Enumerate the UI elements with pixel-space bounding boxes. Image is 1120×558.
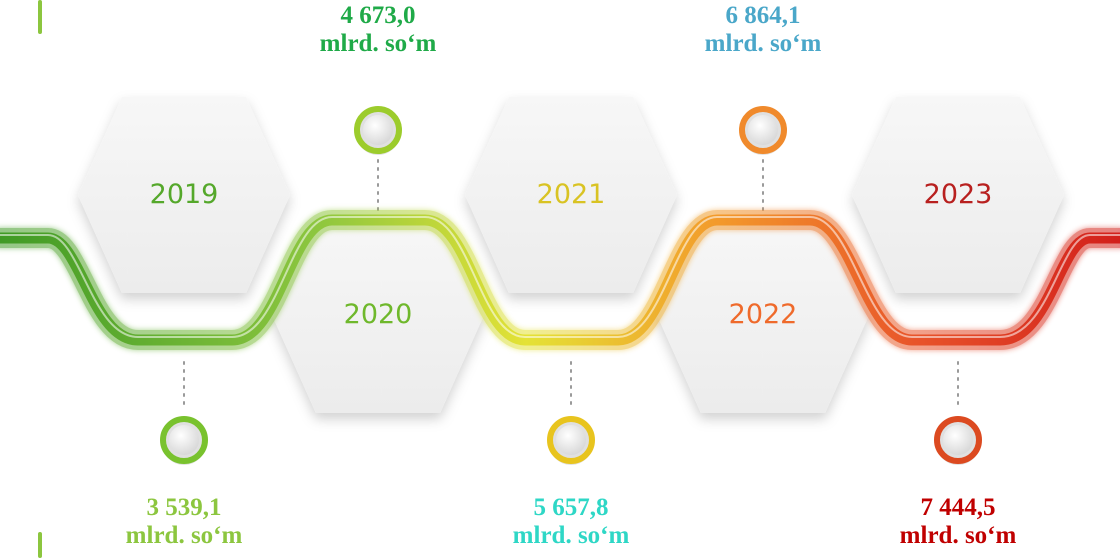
hexagon-2019 <box>78 97 290 293</box>
track-highlight <box>0 216 1120 338</box>
marker-2021 <box>547 416 595 465</box>
year-label-2023: 2023 <box>923 179 993 210</box>
value-label-2023: 7 444,5 mlrd. so‘m <box>838 494 1078 550</box>
value-unit: mlrd. so‘m <box>899 522 1017 549</box>
year-label-2022: 2022 <box>728 299 798 330</box>
value-unit: mlrd. so‘m <box>512 522 630 549</box>
hexagon-2022 <box>657 217 869 413</box>
year-label-2021: 2021 <box>536 179 606 210</box>
value-amount: 6 864,1 <box>725 2 801 29</box>
value-amount: 3 539,1 <box>146 494 222 521</box>
value-unit: mlrd. so‘m <box>704 30 822 57</box>
marker-2023 <box>934 416 982 465</box>
value-label-2019: 3 539,1 mlrd. so‘m <box>64 494 304 550</box>
value-label-2021: 5 657,8 mlrd. so‘m <box>451 494 691 550</box>
hexagon-2023 <box>852 97 1064 293</box>
value-label-2020: 4 673,0 mlrd. so‘m <box>258 2 498 58</box>
timeline-track <box>0 214 1120 346</box>
value-amount: 7 444,5 <box>920 494 996 521</box>
edge-bar-bottom <box>38 532 42 558</box>
hexagon-2020 <box>272 217 484 413</box>
value-label-2022: 6 864,1 mlrd. so‘m <box>643 2 883 58</box>
marker-2019 <box>160 416 208 465</box>
marker-2022 <box>739 106 787 155</box>
year-label-2020: 2020 <box>343 299 413 330</box>
edge-bar-top <box>38 0 42 34</box>
value-unit: mlrd. so‘m <box>319 30 437 57</box>
hexagon-2021 <box>465 97 677 293</box>
year-label-2019: 2019 <box>149 179 219 210</box>
marker-2020 <box>354 106 402 155</box>
value-amount: 5 657,8 <box>533 494 609 521</box>
value-unit: mlrd. so‘m <box>125 522 243 549</box>
value-amount: 4 673,0 <box>340 2 416 29</box>
